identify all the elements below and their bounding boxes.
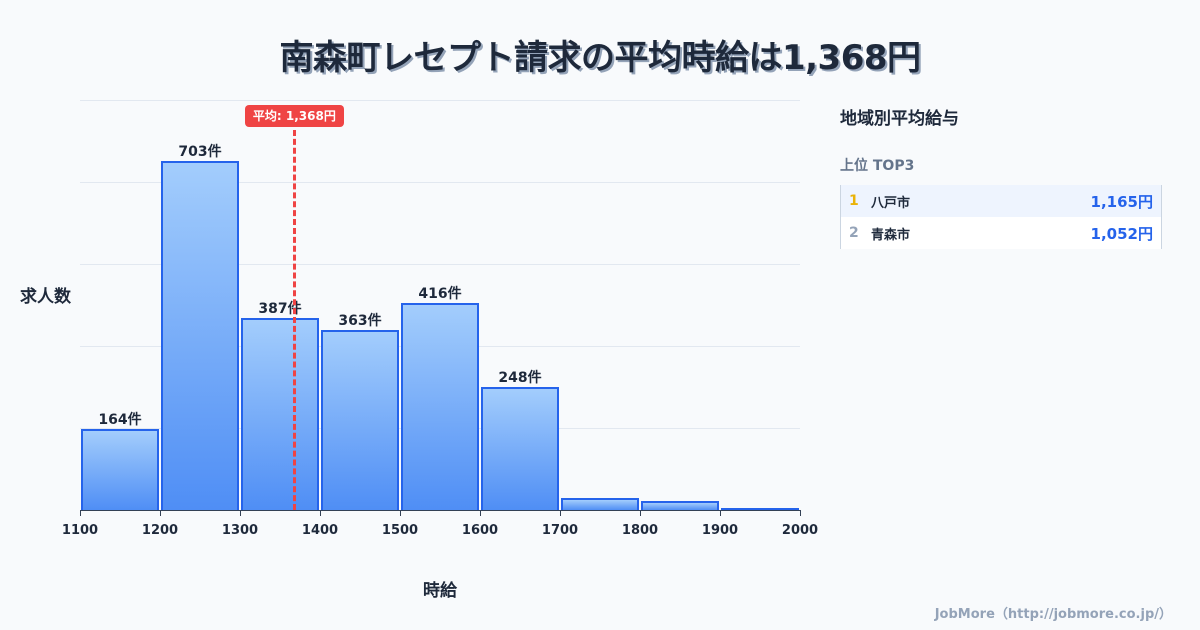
bar-value-label: 387件 [258, 300, 302, 317]
histogram-chart: 164件 703件 387件 363件 416件 248件 1100 1200 1300 140… [20, 100, 818, 601]
x-tick-label: 1200 [141, 523, 179, 538]
ranking-row: 2 青森市 1,052円 [841, 217, 1161, 249]
x-tick [160, 510, 161, 516]
histogram-bar [241, 317, 319, 510]
x-tick-label: 1100 [61, 523, 99, 538]
x-tick-label: 1500 [381, 523, 419, 538]
x-tick [720, 510, 721, 516]
histogram-bar [81, 428, 159, 510]
x-tick-label: 2000 [781, 523, 819, 538]
mean-badge: 平均: 1,368円 [244, 105, 344, 127]
histogram-bar [641, 501, 719, 510]
x-axis-label: 時給 [423, 581, 457, 601]
x-tick [560, 510, 561, 516]
histogram-bar [481, 386, 559, 510]
x-tick [240, 510, 241, 516]
footer-credit: JobMore（http://jobmore.co.jp/） [934, 607, 1172, 622]
rank-number: 2 [849, 225, 859, 241]
histogram-bar [161, 161, 239, 510]
x-tick-label: 1800 [621, 523, 659, 538]
histogram-bar [561, 498, 639, 510]
histogram-bar [401, 303, 479, 510]
x-tick-label: 1900 [701, 523, 739, 538]
x-axis-line [80, 510, 800, 511]
gridline [80, 182, 800, 183]
bar-value-label: 363件 [338, 312, 382, 329]
average-wage: 1,165円 [1090, 192, 1153, 211]
regional-salary-panel: 地域別平均給与 上位 TOP3 1 八戸市 1,165円 2 青森市 1,052… [840, 104, 1162, 249]
x-tick [80, 510, 81, 516]
x-tick [800, 510, 801, 516]
x-tick-label: 1600 [461, 523, 499, 538]
x-tick-label: 1400 [301, 523, 339, 538]
x-tick-label: 1300 [221, 523, 259, 538]
bar-value-label: 416件 [418, 286, 462, 303]
x-tick [640, 510, 641, 516]
city-name: 八戸市 [871, 195, 911, 211]
bar-value-label: 164件 [98, 411, 142, 428]
x-tick [480, 510, 481, 516]
bar-value-label: 703件 [178, 144, 222, 160]
panel-title: 地域別平均給与 [840, 109, 959, 129]
panel-subtitle: 上位 TOP3 [840, 158, 915, 174]
bar-value-label: 248件 [498, 369, 542, 386]
gridline [80, 100, 800, 101]
x-tick [320, 510, 321, 516]
average-wage: 1,052円 [1090, 224, 1153, 243]
histogram-bar [721, 508, 799, 510]
page-title: 南森町レセプト請求の平均時給は1,368円 [279, 38, 921, 78]
x-tick-label: 1700 [541, 523, 579, 538]
city-name: 青森市 [871, 227, 911, 243]
rank-number: 1 [849, 193, 859, 209]
y-axis-label: 求人数 [20, 287, 71, 307]
ranking-row: 1 八戸市 1,165円 [841, 185, 1161, 217]
x-tick [400, 510, 401, 516]
mean-line [293, 130, 297, 510]
ranking-table: 1 八戸市 1,165円 2 青森市 1,052円 [840, 185, 1162, 249]
histogram-bar [321, 329, 399, 510]
gridline [80, 264, 800, 265]
